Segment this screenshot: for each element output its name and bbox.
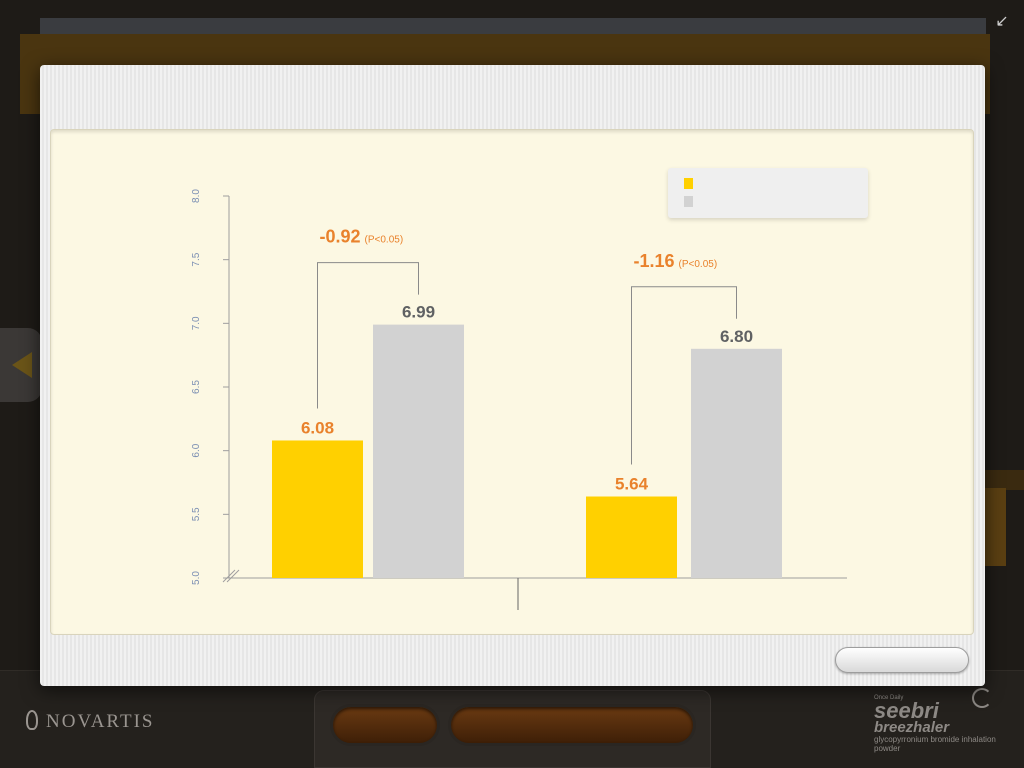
chart-panel: 5.0 5.5 6.0 6.5 7.0 7.5 8.0 6.08 6.99 -0.92 (P<0.0… xyxy=(50,129,974,635)
left-arrow-icon[interactable] xyxy=(12,352,32,378)
difference-label: -0.92 (P<0.05) xyxy=(320,227,404,247)
y-tick-label: 6.5 xyxy=(191,380,202,394)
bar-value-label: 6.80 xyxy=(720,327,753,346)
brand-logo: Once Daily seebri breezhaler glycopyrron… xyxy=(874,695,1024,753)
axis-break-mark xyxy=(222,569,236,583)
bar xyxy=(272,440,363,578)
bar xyxy=(586,496,677,578)
legend-swatch-series-b xyxy=(684,196,693,207)
app-top-bar xyxy=(40,18,986,36)
difference-value: -1.16 xyxy=(634,251,675,271)
chart-modal: 5.0 5.5 6.0 6.5 7.0 7.5 8.0 6.08 6.99 -0.92 (P<0.0… xyxy=(40,65,985,686)
footer-nav-button-left[interactable] xyxy=(330,704,440,746)
difference-bracket xyxy=(631,286,737,465)
axis-break-mark xyxy=(226,569,240,583)
legend-swatch-series-a xyxy=(684,178,693,189)
bar xyxy=(691,348,782,578)
brand-desc: glycopyrronium bromide inhalation powder xyxy=(874,735,996,753)
close-button[interactable] xyxy=(835,647,969,673)
y-tick-label: 7.5 xyxy=(191,252,202,266)
brand-swirl-icon xyxy=(972,688,992,708)
difference-label: -1.16 (P<0.05) xyxy=(634,251,718,271)
bar-chart: 5.0 5.5 6.0 6.5 7.0 7.5 8.0 6.08 6.99 -0.92 (P<0.0… xyxy=(191,189,847,610)
novartis-flame-icon xyxy=(26,710,38,730)
legend xyxy=(668,168,868,218)
y-tick-label: 7.0 xyxy=(191,316,202,330)
bar xyxy=(373,324,464,578)
bar-value-label: 6.99 xyxy=(402,303,435,322)
bar-value-label: 5.64 xyxy=(615,475,649,494)
difference-bracket xyxy=(317,262,419,409)
difference-value: -0.92 xyxy=(320,227,361,247)
brand-name: seebri xyxy=(874,698,939,723)
y-tick-label: 8.0 xyxy=(191,189,202,203)
y-tick-label: 5.0 xyxy=(191,571,202,585)
brand-small-text: Once Daily xyxy=(874,695,904,701)
y-tick-label: 5.5 xyxy=(191,507,202,521)
difference-p-value: (P<0.05) xyxy=(365,235,404,246)
novartis-logo: NOVARTIS xyxy=(26,710,154,733)
brand-sub: breezhaler xyxy=(874,719,950,736)
novartis-logo-text: NOVARTIS xyxy=(46,711,155,732)
collapse-arrows-icon[interactable]: ↙ xyxy=(995,13,1009,30)
bar-value-label: 6.08 xyxy=(301,418,334,437)
y-tick-label: 6.0 xyxy=(191,443,202,457)
difference-p-value: (P<0.05) xyxy=(679,259,718,270)
footer-nav-button-main[interactable] xyxy=(448,704,696,746)
app-side-tab xyxy=(984,488,1006,566)
app-side-block xyxy=(984,470,1024,490)
